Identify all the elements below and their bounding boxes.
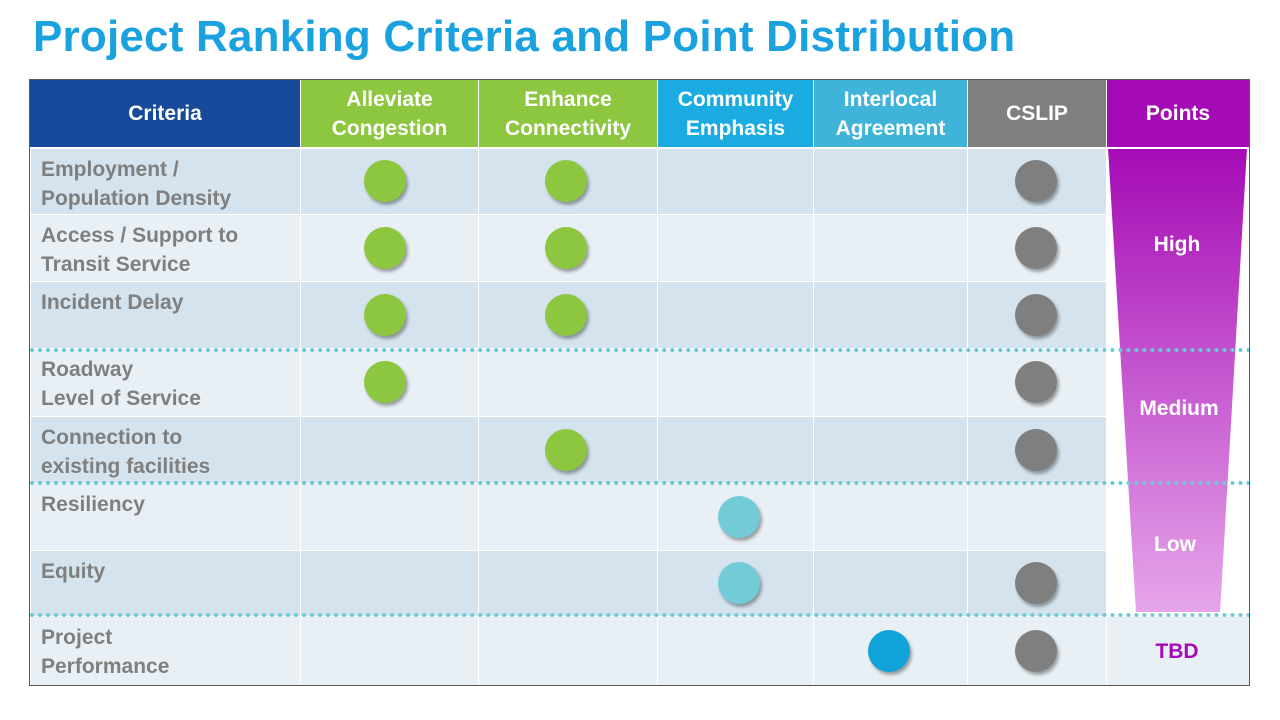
criteria-dot-alleviate-congestion xyxy=(364,361,406,403)
criteria-dot-cslip xyxy=(1015,160,1057,202)
header-community-emphasis: Community Emphasis xyxy=(657,80,813,147)
tier-separator-high-medium xyxy=(30,348,1252,352)
points-cell xyxy=(1106,616,1249,685)
criteria-label-line: Project xyxy=(41,626,113,649)
criteria-dot-alleviate-congestion xyxy=(364,293,406,336)
header-enhance-connectivity: Enhance Connectivity xyxy=(478,80,657,147)
header-label-line: Points xyxy=(1145,102,1211,125)
matrix-cell xyxy=(300,483,478,550)
matrix-cell xyxy=(657,348,813,416)
criteria-connection-to-existing-facilities: Connection to existing facilities xyxy=(30,416,300,483)
matrix-cell xyxy=(813,483,967,550)
matrix-cell xyxy=(478,348,657,416)
matrix-cell xyxy=(813,148,967,214)
header-criteria: Criteria xyxy=(30,80,300,147)
criteria-label-line: Connection to xyxy=(41,426,183,449)
criteria-dot-cslip xyxy=(1015,629,1057,672)
criteria-employment-population-density: Employment / Population Density xyxy=(30,148,300,214)
header-label-line: Emphasis xyxy=(685,116,786,140)
criteria-dot-enhance-connectivity xyxy=(545,226,587,269)
header-cslip: CSLIP xyxy=(967,80,1106,147)
matrix-cell xyxy=(300,550,478,616)
criteria-dot-enhance-connectivity xyxy=(545,293,587,336)
matrix-cell xyxy=(657,281,813,348)
criteria-dot-cslip xyxy=(1015,562,1057,604)
page-title: Project Ranking Criteria and Point Distr… xyxy=(33,12,1016,61)
criteria-access-support-to-transit-service: Access / Support to Transit Service xyxy=(30,214,300,281)
criteria-label-line: Incident Delay xyxy=(41,291,184,314)
criteria-dot-cslip xyxy=(1015,361,1057,403)
criteria-dot-alleviate-congestion xyxy=(364,226,406,269)
header-label-line: Alleviate xyxy=(346,87,433,111)
header-label-line: Enhance xyxy=(524,87,612,111)
criteria-dot-cslip xyxy=(1015,428,1057,471)
matrix-cell xyxy=(967,483,1106,550)
matrix-cell xyxy=(300,616,478,685)
matrix-cell xyxy=(813,214,967,281)
matrix-cell xyxy=(478,616,657,685)
criteria-dot-enhance-connectivity xyxy=(545,160,587,202)
criteria-incident-delay: Incident Delay xyxy=(30,281,300,348)
header-interlocal-agreement: Interlocal Agreement xyxy=(813,80,967,147)
criteria-dot-alleviate-congestion xyxy=(364,160,406,202)
header-label-line: Criteria xyxy=(128,102,202,125)
criteria-dot-cslip xyxy=(1015,226,1057,269)
matrix-cell xyxy=(813,416,967,483)
criteria-roadway-level-of-service: Roadway Level of Service xyxy=(30,348,300,416)
matrix-cell xyxy=(813,281,967,348)
criteria-dot-cslip xyxy=(1015,293,1057,336)
header-alleviate-congestion: Alleviate Congestion xyxy=(300,80,478,147)
criteria-label-line: Population Density xyxy=(41,187,232,210)
criteria-dot-enhance-connectivity xyxy=(545,428,587,471)
points-low-label: Low xyxy=(1154,533,1196,556)
criteria-label-line: Roadway xyxy=(41,358,134,381)
criteria-label-line: Performance xyxy=(41,655,170,678)
header-label-line: Agreement xyxy=(835,116,946,140)
header-label-line: Congestion xyxy=(331,116,448,140)
criteria-label-line: existing facilities xyxy=(41,455,211,478)
matrix-cell xyxy=(813,550,967,616)
criteria-label-line: Transit Service xyxy=(41,253,191,276)
matrix-cell xyxy=(657,616,813,685)
matrix-cell xyxy=(657,214,813,281)
tier-separator-medium-low xyxy=(30,481,1252,485)
matrix-cell xyxy=(813,348,967,416)
tier-separator-low-tbd xyxy=(30,613,1252,617)
criteria-project-performance: Project Performance xyxy=(30,616,300,685)
criteria-label-line: Equity xyxy=(41,560,106,583)
criteria-dot-community-emphasis xyxy=(718,562,760,604)
criteria-label-line: Access / Support to xyxy=(41,224,239,247)
header-points: Points xyxy=(1106,80,1249,147)
header-label-line: Community xyxy=(677,87,794,111)
criteria-dot-community-emphasis xyxy=(718,495,760,538)
points-high-label: High xyxy=(1153,233,1201,256)
points-medium-label: Medium xyxy=(1139,397,1219,420)
matrix-cell xyxy=(478,483,657,550)
criteria-label-line: Level of Service xyxy=(41,387,201,410)
header-label-line: Connectivity xyxy=(504,116,632,140)
header-label-line: CSLIP xyxy=(1006,102,1068,125)
criteria-label-line: Employment / xyxy=(41,158,179,181)
criteria-dot-interlocal-agreement xyxy=(868,629,910,672)
criteria-label-line: Resiliency xyxy=(41,493,145,516)
criteria-resiliency: Resiliency xyxy=(30,483,300,550)
matrix-cell xyxy=(657,416,813,483)
matrix-cell xyxy=(478,550,657,616)
points-tbd-label: TBD xyxy=(1155,640,1199,663)
criteria-equity: Equity xyxy=(30,550,300,616)
matrix-cell xyxy=(657,148,813,214)
matrix-cell xyxy=(300,416,478,483)
header-label-line: Interlocal xyxy=(843,87,938,111)
